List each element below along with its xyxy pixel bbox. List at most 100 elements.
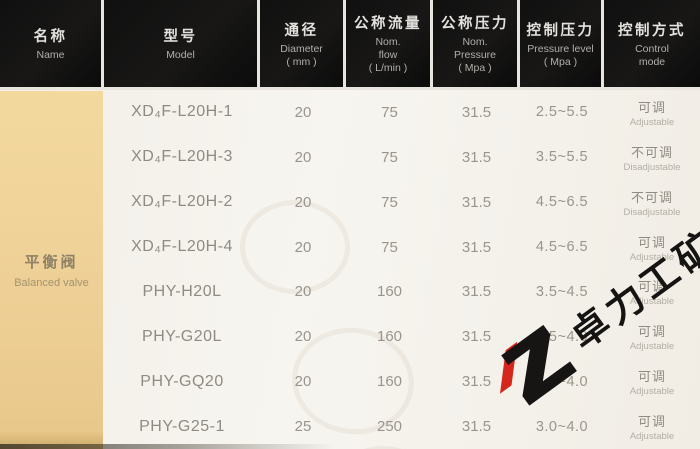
control-pressure-cell: 3.0~4.0: [535, 418, 589, 435]
header-zh: 控制压力: [526, 22, 595, 39]
model-cell: XD₄F-L20H-4: [131, 238, 233, 256]
header-col-control-mode: 控制方式 Control mode: [604, 0, 700, 90]
mode-zh: 可调: [637, 99, 666, 115]
pressure-cell: 31.5: [461, 193, 492, 211]
header-en: Diameter ( mm ): [280, 42, 323, 68]
table-row: XD₄F-L20H-4 20 75 31.5 4.5~6.5 可调 Adjust…: [104, 225, 700, 270]
header-col-diameter: 通径 Diameter ( mm ): [260, 0, 346, 90]
control-pressure-cell: 3.5~4.5: [535, 283, 589, 300]
header-en: Nom. Pressure ( Mpa ): [453, 36, 496, 74]
mode-zh: 可调: [637, 414, 666, 430]
flow-cell: 250: [376, 418, 403, 436]
header-zh: 公称压力: [441, 16, 509, 33]
mode-zh: 不可调: [630, 144, 673, 160]
mode-en: Disadjustable: [623, 161, 681, 173]
header-col-model: 型号 Model: [104, 0, 260, 90]
model-cell: PHY-GQ20: [140, 372, 224, 390]
header-zh: 通径: [284, 22, 319, 39]
diameter-cell: 20: [294, 103, 312, 121]
header-zh: 名称: [33, 29, 68, 46]
control-mode-cell: 可调 Adjustable: [604, 276, 700, 307]
model-cell: XD₄F-L20H-3: [131, 148, 233, 166]
mode-zh: 可调: [637, 279, 666, 295]
control-mode-cell: 可调 Adjustable: [604, 232, 700, 263]
header-col-name: 名称 Name: [0, 0, 104, 90]
table-row: PHY-G25-1 25 250 31.5 3.0~4.0 可调 Adjusta…: [104, 404, 700, 449]
control-pressure-cell: 3.5~4.0: [535, 328, 589, 345]
model-cell: PHY-G20L: [142, 327, 222, 345]
diameter-cell: 20: [294, 238, 312, 256]
mode-en: Adjustable: [629, 431, 675, 443]
control-mode-cell: 可调 Adjustable: [604, 411, 700, 442]
flow-cell: 160: [376, 328, 403, 346]
model-cell: XD₄F-L20H-1: [131, 103, 233, 121]
table-row: XD₄F-L20H-3 20 75 31.5 3.5~5.5 不可调 Disad…: [104, 135, 700, 180]
table-row: XD₄F-L20H-2 20 75 31.5 4.5~6.5 不可调 Disad…: [104, 180, 700, 225]
header-col-control-pressure: 控制压力 Pressure level ( Mpa ): [520, 0, 604, 90]
mode-en: Adjustable: [629, 116, 675, 128]
model-cell: XD₄F-L20H-2: [131, 193, 233, 211]
control-mode-cell: 可调 Adjustable: [604, 321, 700, 352]
model-cell: PHY-G25-1: [139, 417, 225, 435]
table-body: 平衡阀 Balanced valve XD₄F-L20H-1 20 75 31.…: [0, 90, 700, 449]
mode-zh: 不可调: [630, 189, 673, 205]
mode-zh: 可调: [637, 324, 666, 340]
pressure-cell: 31.5: [461, 373, 492, 391]
table-rows: XD₄F-L20H-1 20 75 31.5 2.5~5.5 可调 Adjust…: [104, 90, 700, 449]
flow-cell: 160: [376, 373, 403, 391]
pressure-cell: 31.5: [461, 238, 492, 256]
diameter-cell: 20: [294, 373, 312, 391]
header-en: Control mode: [635, 42, 669, 68]
pressure-cell: 31.5: [461, 103, 492, 121]
scan-shadow-artifact: [0, 444, 335, 449]
mode-en: Adjustable: [629, 386, 675, 398]
category-name-zh: 平衡阀: [24, 254, 79, 271]
flow-cell: 75: [381, 103, 398, 121]
header-zh: 型号: [163, 29, 198, 46]
diameter-cell: 20: [294, 283, 312, 301]
mode-en: Disadjustable: [623, 206, 681, 218]
control-pressure-cell: 2.5~5.5: [535, 104, 589, 121]
pressure-cell: 31.5: [461, 148, 492, 166]
scan-stamp-artifact: [240, 200, 350, 294]
table-header: 名称 Name 型号 Model 通径 Diameter ( mm ) 公称流量…: [0, 0, 700, 90]
header-en: Nom. flow ( L/min ): [368, 36, 408, 74]
mode-en: Adjustable: [629, 251, 675, 263]
flow-cell: 75: [381, 148, 398, 166]
pressure-cell: 31.5: [461, 328, 492, 346]
model-cell: PHY-H20L: [142, 282, 222, 300]
diameter-cell: 20: [294, 193, 312, 211]
table-row: PHY-GQ20 20 160 31.5 3.5~4.0 可调 Adjustab…: [104, 359, 700, 404]
mode-zh: 可调: [637, 369, 666, 385]
control-pressure-cell: 3.5~4.0: [535, 373, 589, 390]
category-cell: 平衡阀 Balanced valve: [0, 91, 103, 449]
control-mode-cell: 可调 Adjustable: [604, 97, 700, 128]
pressure-cell: 31.5: [461, 418, 492, 436]
header-en: Pressure level ( Mpa ): [527, 42, 594, 68]
control-mode-cell: 可调 Adjustable: [604, 366, 700, 397]
mode-en: Adjustable: [629, 296, 675, 308]
table-row: PHY-H20L 20 160 31.5 3.5~4.5 可调 Adjustab…: [104, 270, 700, 315]
diameter-cell: 25: [294, 418, 312, 436]
control-pressure-cell: 3.5~5.5: [535, 149, 589, 166]
mode-zh: 可调: [637, 234, 666, 250]
header-en: Model: [166, 49, 195, 62]
header-col-flow: 公称流量 Nom. flow ( L/min ): [346, 0, 433, 90]
control-pressure-cell: 4.5~6.5: [535, 239, 589, 256]
category-name-en: Balanced valve: [14, 277, 89, 289]
diameter-cell: 20: [294, 328, 312, 346]
control-mode-cell: 不可调 Disadjustable: [604, 142, 700, 173]
flow-cell: 75: [381, 238, 398, 256]
table-row: PHY-G20L 20 160 31.5 3.5~4.0 可调 Adjustab…: [104, 314, 700, 359]
mode-en: Adjustable: [629, 341, 675, 353]
control-mode-cell: 不可调 Disadjustable: [604, 187, 700, 218]
header-zh: 公称流量: [354, 16, 422, 33]
diameter-cell: 20: [294, 148, 312, 166]
header-col-pressure: 公称压力 Nom. Pressure ( Mpa ): [433, 0, 520, 90]
flow-cell: 75: [381, 193, 398, 211]
flow-cell: 160: [376, 283, 403, 301]
header-en: Name: [36, 49, 65, 62]
table-row: XD₄F-L20H-1 20 75 31.5 2.5~5.5 可调 Adjust…: [104, 90, 700, 135]
control-pressure-cell: 4.5~6.5: [535, 194, 589, 211]
